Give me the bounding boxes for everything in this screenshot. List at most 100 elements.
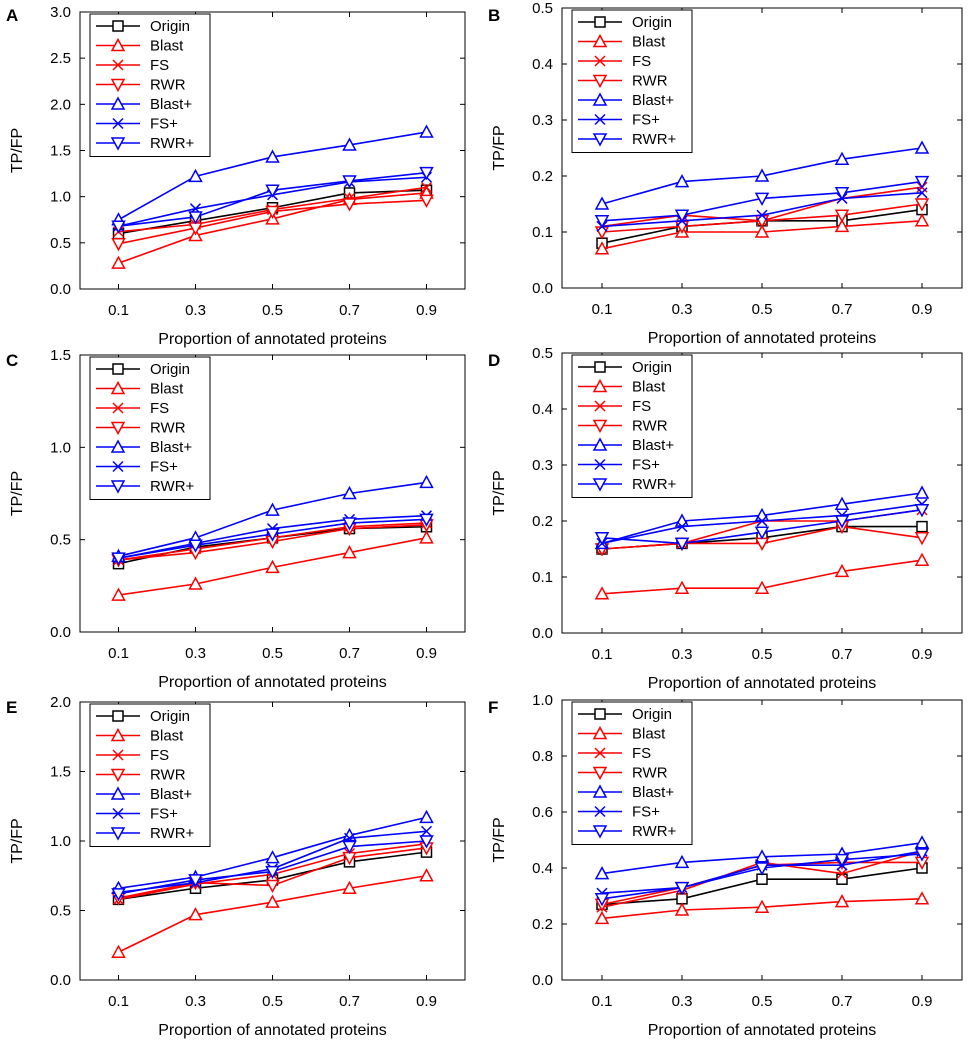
panel-f-point-blast — [834, 894, 850, 908]
panel-c-point-blast — [111, 587, 126, 601]
panel-f-point-rwr-plus — [674, 881, 690, 896]
panel-c-legend-label-blast: Blast — [150, 381, 184, 398]
panel-e: E 0.0 0.5 1.0 1.5 2.0 0.1 0.3 0.5 0.7 0.9 Proportio… — [6, 694, 466, 1039]
panel-e-x-tick-label: 0.7 — [339, 993, 360, 1010]
panel-e-legend-marker-rwr-plus — [110, 827, 126, 841]
panel-c-legend-label-rwr-plus: RWR+ — [150, 478, 195, 495]
panel-c-point-rwr-plus — [265, 528, 280, 542]
panel-b-point-rwr-plus — [834, 187, 850, 201]
panel-b-point-blast — [754, 224, 770, 238]
panel-e-point-fs-plus — [420, 825, 433, 837]
panel-d-series-fs-plus — [596, 498, 928, 549]
panel-c-point-rwr-plus — [342, 517, 357, 531]
panel-c-series-rwr-plus — [111, 513, 434, 566]
panel-e-point-rwr-plus — [419, 835, 434, 849]
panel-d-legend-marker-rwr-plus — [592, 478, 608, 492]
panel-e-legend-marker-blast-plus — [110, 786, 126, 800]
panel-d-point-blast — [594, 586, 610, 600]
panel-e-point-blast — [342, 880, 357, 895]
panel-a: A 0.0 0.5 1.0 1.5 2.0 2.5 3.0 0.1 0.3 0.5 0.7 0.9 Pro… — [6, 4, 466, 348]
panel-f-point-blast-plus — [594, 866, 610, 880]
panel-d-point-rwr-plus — [754, 526, 770, 540]
panel-b-point-rwr-plus — [914, 175, 930, 190]
panel-e-x-tick-label: 0.3 — [185, 993, 206, 1010]
panel-e-x-tick-label: 0.5 — [262, 993, 283, 1010]
panel-c-series-rwr — [111, 519, 434, 568]
panel-c-point-blast — [419, 530, 434, 544]
panel-e-legend-label-fs: FS — [150, 747, 169, 764]
panel-e-legend-marker-blast — [110, 727, 126, 742]
panel-f-point-origin — [836, 873, 848, 885]
panel-f-point-origin — [676, 893, 688, 905]
panel-e-y-tick-label: 0.0 — [50, 972, 71, 989]
panel-e-y-tick-label: 1.5 — [50, 764, 71, 781]
panel-d-point-fs-plus — [756, 515, 768, 527]
panel-d-y-tick-label: 0.3 — [532, 457, 553, 474]
panel-e-point-blast — [419, 868, 434, 882]
panel-a-legend-marker-origin — [112, 20, 124, 32]
panel-f-point-blast — [674, 902, 690, 916]
panel-c-point-blast — [265, 559, 280, 574]
panel-e-legend-label-rwr: RWR — [150, 767, 186, 784]
panel-d-legend-marker-rwr — [592, 419, 608, 434]
panel-d-legend-label-fs-plus: FS+ — [632, 457, 660, 474]
panel-a-x-tick-label: 0.1 — [108, 302, 129, 319]
panel-f-point-blast-plus — [674, 854, 690, 869]
panel-c: C 0.0 0.5 1.0 1.5 0.1 0.3 0.5 0.7 0.9 Proportion o… — [6, 347, 466, 691]
panel-d-x-tick-label: 0.1 — [592, 646, 613, 663]
panel-d-point-blast — [834, 563, 850, 578]
panel-e-y-tick-label: 2.0 — [50, 694, 71, 711]
panel-e-point-blast-plus — [419, 809, 434, 824]
panel-d-point-origin — [916, 520, 928, 533]
panel-f-point-rwr-plus — [914, 848, 930, 862]
panel-b-point-fs-plus — [916, 187, 928, 199]
panel-f-y-tick-label: 0.2 — [532, 916, 553, 933]
panel-b-series-blast-plus — [594, 140, 930, 210]
panel-a-legend: Origin Blast FS RWR Blast+ FS+ RWR+ — [89, 13, 211, 157]
panel-b-x-tick-label: 0.3 — [672, 301, 693, 318]
panel-e-legend-label-rwr-plus: RWR+ — [150, 825, 195, 842]
panel-f-series-blast — [594, 891, 930, 925]
panel-b-legend-marker-blast-plus — [592, 92, 608, 106]
panel-c-x-tick-label: 0.9 — [416, 645, 437, 662]
panel-c-x-axis-title: Proportion of annotated proteins — [158, 674, 387, 691]
panel-a-legend-marker-rwr — [110, 78, 126, 93]
panel-e-y-tick-label: 1.0 — [50, 833, 71, 850]
panel-d-point-rwr-plus — [674, 537, 690, 551]
panel-f-x-tick-label: 0.3 — [672, 993, 693, 1010]
panel-c-x-tick-label: 0.3 — [185, 645, 206, 662]
panel-e-x-tick-label: 0.1 — [108, 993, 129, 1010]
panel-e-y-axis-title: TP/FP — [9, 818, 26, 863]
panel-c-legend-marker-fs-plus — [112, 460, 124, 473]
panel-f-y-axis-title: TP/FP — [491, 817, 508, 862]
panel-d-point-blast — [914, 552, 930, 566]
panel-f-legend-marker-origin — [594, 708, 606, 720]
panel-e-point-rwr-plus — [265, 865, 280, 880]
panel-a-point-rwr — [111, 238, 126, 252]
panel-b-point-rwr-plus — [594, 215, 610, 229]
panel-f-point-blast-plus — [754, 849, 770, 863]
panel-c-x-tick-label: 0.1 — [108, 645, 129, 662]
panel-e-x-tick-label: 0.9 — [416, 993, 437, 1010]
panel-f-point-rwr-plus — [594, 893, 610, 907]
panel-c-y-axis-title: TP/FP — [9, 471, 26, 516]
panel-c-legend-label-rwr: RWR — [150, 420, 186, 437]
panel-d-point-rwr-plus — [834, 515, 850, 529]
panel-e-point-blast — [188, 907, 203, 921]
panel-b-y-tick-label: 0.0 — [532, 280, 553, 297]
panel-a-x-tick-label: 0.5 — [262, 302, 283, 319]
panel-f-point-blast — [914, 891, 930, 905]
panel-e-legend: Origin Blast FS RWR Blast+ FS+ RWR+ — [89, 703, 211, 847]
panel-d-y-axis-title: TP/FP — [491, 470, 508, 515]
panel-a-y-tick-label: 2.5 — [50, 50, 71, 67]
panel-b-point-rwr — [834, 209, 850, 223]
panel-e-point-blast-plus — [265, 850, 280, 864]
panel-b-legend-label-rwr: RWR — [632, 73, 668, 90]
panel-f-point-blast — [594, 910, 610, 925]
panel-b-point-rwr-plus — [754, 192, 770, 206]
panel-b-legend-marker-fs — [594, 55, 606, 67]
panel-a-legend-label-blast: Blast — [150, 38, 184, 55]
panel-b-point-blast-plus — [594, 196, 610, 210]
panel-f-legend-label-rwr: RWR — [632, 765, 668, 782]
